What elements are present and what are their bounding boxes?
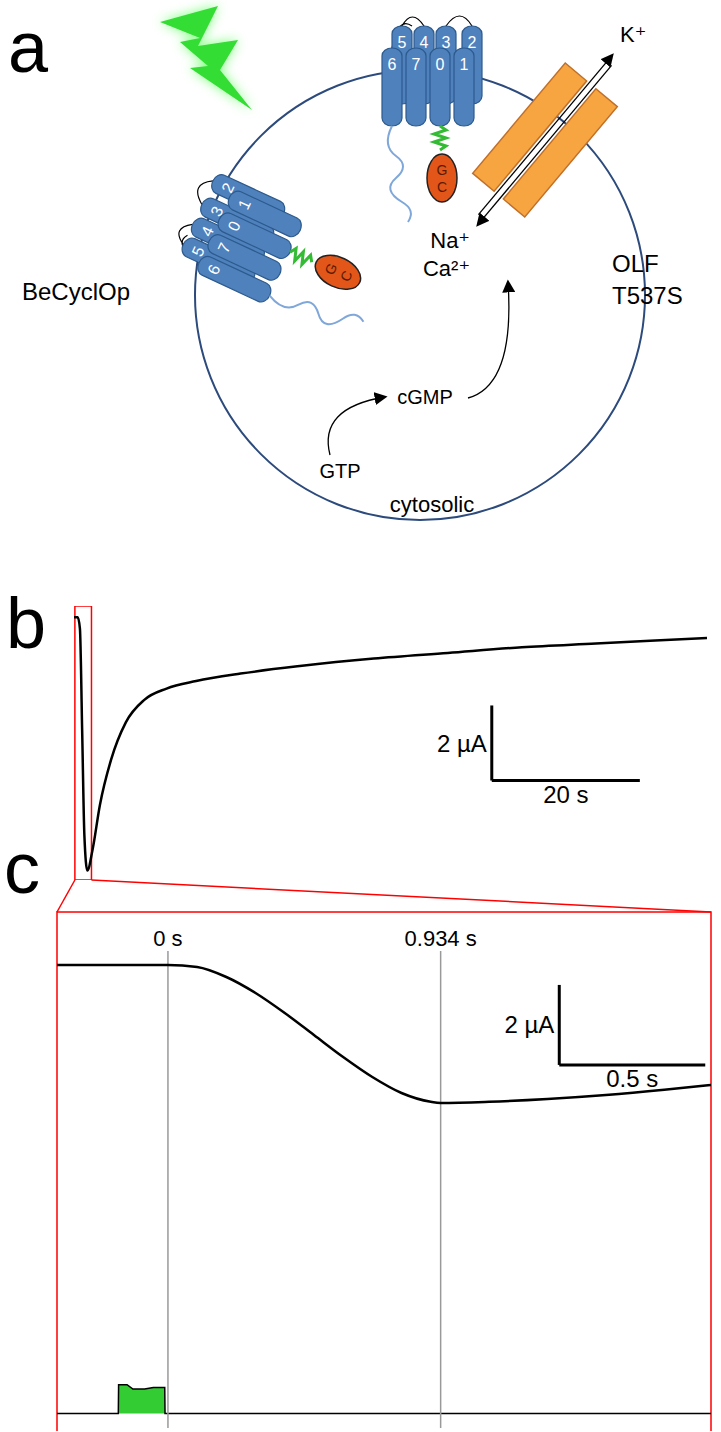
svg-text:C: C xyxy=(437,179,447,195)
svg-text:a: a xyxy=(8,7,49,87)
svg-text:2 µA: 2 µA xyxy=(504,1011,554,1038)
svg-text:Na⁺: Na⁺ xyxy=(430,228,470,253)
svg-text:2: 2 xyxy=(467,34,477,51)
svg-text:20 s: 20 s xyxy=(543,781,588,808)
svg-text:G: G xyxy=(321,260,341,278)
svg-text:c: c xyxy=(4,828,40,908)
svg-text:6: 6 xyxy=(204,262,223,277)
svg-text:cGMP: cGMP xyxy=(397,386,453,408)
svg-text:1: 1 xyxy=(235,197,254,212)
svg-text:0.934 s: 0.934 s xyxy=(405,926,477,951)
svg-text:OLF: OLF xyxy=(612,250,659,277)
svg-text:GTP: GTP xyxy=(319,460,360,482)
svg-text:BeCyclOp: BeCyclOp xyxy=(22,278,130,305)
svg-text:4: 4 xyxy=(197,223,218,239)
svg-text:cytosolic: cytosolic xyxy=(390,492,474,517)
svg-text:7: 7 xyxy=(214,240,233,255)
svg-text:1: 1 xyxy=(460,56,469,73)
svg-text:6: 6 xyxy=(388,56,397,73)
svg-text:5: 5 xyxy=(188,243,208,259)
svg-text:G: G xyxy=(437,162,448,178)
svg-text:T537S: T537S xyxy=(612,282,683,309)
svg-text:7: 7 xyxy=(412,56,421,73)
svg-text:0 s: 0 s xyxy=(153,926,182,951)
svg-text:2: 2 xyxy=(218,180,238,196)
svg-text:Ca²⁺: Ca²⁺ xyxy=(423,256,470,281)
svg-text:5: 5 xyxy=(398,34,407,51)
svg-text:0: 0 xyxy=(225,218,244,233)
svg-text:4: 4 xyxy=(419,34,429,51)
svg-text:2 µA: 2 µA xyxy=(437,730,487,757)
svg-text:b: b xyxy=(6,583,46,663)
svg-text:3: 3 xyxy=(441,34,451,51)
svg-text:3: 3 xyxy=(207,203,227,220)
svg-text:0.5 s: 0.5 s xyxy=(606,1065,658,1092)
svg-text:C: C xyxy=(337,268,356,284)
svg-text:0: 0 xyxy=(436,56,445,73)
svg-text:K⁺: K⁺ xyxy=(620,22,646,47)
